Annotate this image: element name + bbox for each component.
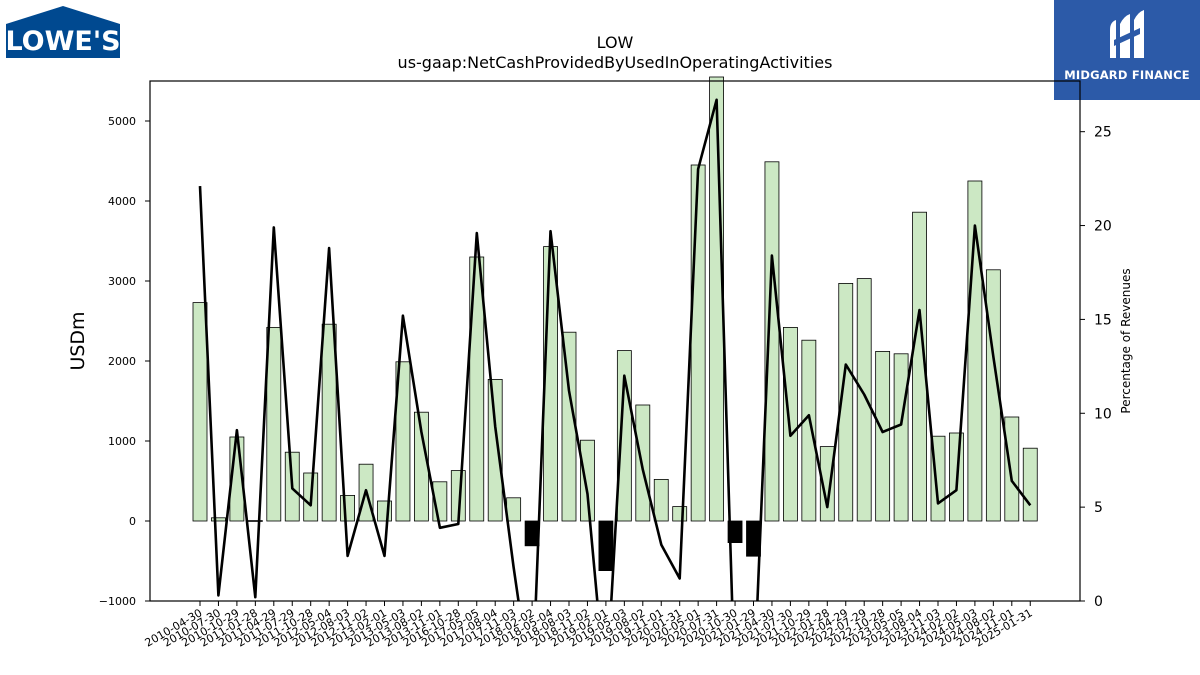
bar-2011-01-28 [247, 520, 263, 522]
y2-tick-label: 10 [1094, 406, 1112, 422]
chart-title: LOW [597, 33, 634, 52]
y2-tick-label: 20 [1094, 219, 1112, 235]
y-axis-label: USDm [67, 311, 89, 370]
y2-tick-label: 5 [1094, 500, 1103, 516]
bar-2020-05-01 [690, 164, 706, 522]
lowes-logo: LOWE'S [5, 6, 121, 58]
bar-2022-04-29 [838, 282, 854, 522]
ratio-line-group [198, 98, 1032, 601]
bar-2013-05-03 [395, 361, 411, 522]
bar-2024-11-01 [1004, 416, 1020, 522]
bar-2011-04-29 [266, 326, 282, 522]
y-axis-left: −1000 0 1000 2000 3000 4000 5000 [99, 115, 150, 608]
bar-2010-07-30 [211, 517, 226, 522]
chart-subtitle: us-gaap:NetCashProvidedByUsedInOperating… [398, 53, 833, 72]
y2-tick-label: 15 [1094, 312, 1112, 328]
bar-2023-05-05 [893, 353, 909, 522]
bar-2022-10-28 [875, 350, 891, 522]
bar-2010-04-30 [192, 302, 208, 522]
y-tick-label: 2000 [108, 355, 136, 368]
y-tick-label: 1000 [108, 435, 136, 448]
bar-2020-10-30 [727, 520, 743, 544]
bar-2018-08-03 [561, 331, 577, 522]
x-axis: 2010-04-302010-07-302010-10-292011-01-28… [143, 601, 1035, 650]
y2-tick-label: 25 [1094, 125, 1112, 141]
y-tick-label: 4000 [108, 195, 136, 208]
y2-tick-label: 0 [1094, 594, 1103, 610]
plot-frame [149, 80, 1081, 602]
bar-2017-05-05 [469, 256, 485, 522]
bar-2018-11-02 [580, 439, 595, 522]
bar-2019-02-01 [598, 520, 614, 571]
bar-2020-01-31 [672, 506, 688, 522]
bar-2022-07-29 [856, 278, 872, 522]
bar-2022-01-28 [819, 446, 835, 522]
midgard-logo-text: MIDGARD FINANCE [1064, 68, 1190, 82]
bar-2023-08-04 [912, 211, 927, 522]
bar-2012-05-04 [321, 323, 337, 522]
ratio-line [198, 98, 1032, 601]
y-tick-label: −1000 [99, 595, 136, 608]
bar-2012-08-03 [340, 494, 356, 522]
bar-2017-11-03 [506, 497, 522, 522]
y2-axis-label: Percentage of Revenues [1119, 268, 1133, 413]
y-tick-label: 0 [129, 515, 136, 528]
svg-text:LOWE'S: LOWE'S [6, 26, 120, 57]
midgard-emblem [1110, 10, 1144, 58]
bar-2017-08-04 [487, 378, 503, 522]
bar-2019-11-01 [653, 478, 669, 522]
y-tick-label: 5000 [108, 115, 136, 128]
lowes-logo-graphic: LOWE'S [5, 6, 121, 58]
y-tick-label: 3000 [108, 275, 136, 288]
y-axis-right: 0 5 10 15 20 25 [1080, 125, 1112, 610]
midgard-finance-logo: MIDGARD FINANCE [1054, 0, 1200, 100]
bar-2021-04-30 [764, 161, 780, 522]
bar-2021-10-29 [801, 339, 817, 522]
bar-2025-01-31 [1022, 447, 1038, 522]
bars-group [192, 76, 1038, 571]
